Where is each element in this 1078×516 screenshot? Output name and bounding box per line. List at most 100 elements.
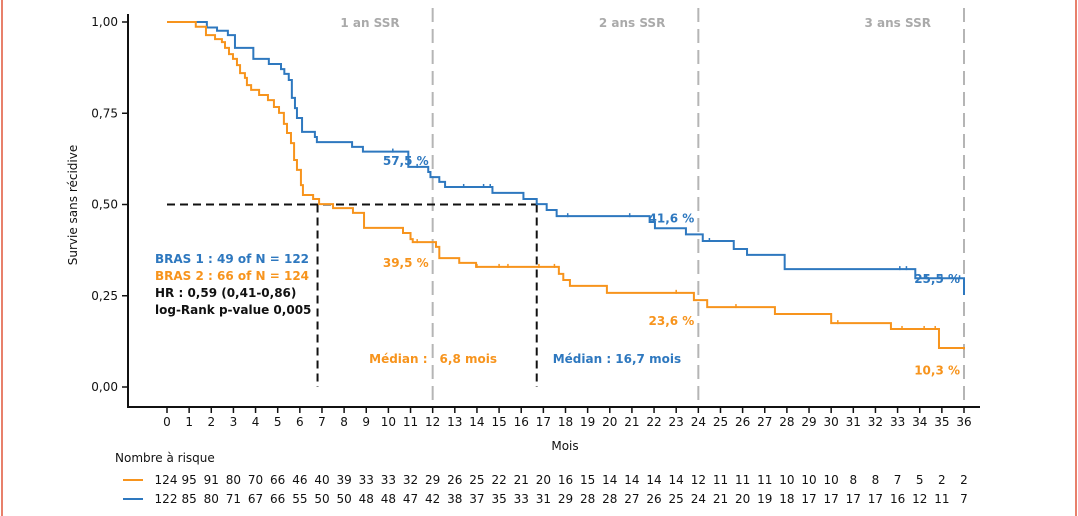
risk-count: 7 bbox=[894, 473, 902, 487]
legend-line: log-Rank p-value 0,005 bbox=[155, 303, 311, 317]
risk-count: 20 bbox=[536, 473, 551, 487]
risk-count: 55 bbox=[292, 492, 307, 506]
x-tick-label: 32 bbox=[868, 415, 883, 429]
x-tick-label: 7 bbox=[318, 415, 326, 429]
x-tick-label: 31 bbox=[846, 415, 861, 429]
risk-count: 29 bbox=[425, 473, 440, 487]
risk-count: 48 bbox=[359, 492, 374, 506]
left-border bbox=[1, 0, 3, 516]
survival-percent-label: 39,5 % bbox=[383, 256, 429, 270]
risk-count: 27 bbox=[624, 492, 639, 506]
risk-count: 11 bbox=[757, 473, 772, 487]
x-tick-label: 23 bbox=[669, 415, 684, 429]
x-axis-title: Mois bbox=[551, 439, 578, 453]
x-tick-label: 25 bbox=[713, 415, 728, 429]
survival-percent-label: 57,5 % bbox=[383, 154, 429, 168]
x-tick-label: 16 bbox=[514, 415, 529, 429]
risk-count: 71 bbox=[226, 492, 241, 506]
risk-count: 17 bbox=[824, 492, 839, 506]
risk-count: 80 bbox=[226, 473, 241, 487]
x-tick-label: 11 bbox=[403, 415, 418, 429]
x-tick-label: 28 bbox=[779, 415, 794, 429]
risk-count: 16 bbox=[890, 492, 905, 506]
risk-count: 15 bbox=[580, 473, 595, 487]
legend-line: BRAS 2 : 66 of N = 124 bbox=[155, 269, 309, 283]
median-label-bras2-value: 6,8 mois bbox=[440, 352, 497, 366]
reference-label: 2 ans SSR bbox=[599, 16, 665, 30]
risk-count: 28 bbox=[602, 492, 617, 506]
risk-count: 50 bbox=[314, 492, 329, 506]
right-border bbox=[1075, 0, 1077, 516]
risk-count: 18 bbox=[779, 492, 794, 506]
risk-count: 33 bbox=[381, 473, 396, 487]
risk-count: 20 bbox=[735, 492, 750, 506]
risk-count: 46 bbox=[292, 473, 307, 487]
risk-count: 8 bbox=[872, 473, 880, 487]
x-tick-label: 0 bbox=[163, 415, 171, 429]
risk-count: 21 bbox=[514, 473, 529, 487]
survival-percent-label: 41,6 % bbox=[649, 211, 695, 225]
risk-count: 12 bbox=[691, 473, 706, 487]
axes: 0,000,250,500,751,000 1 2 3 4 5 6 7 8 9 10 11 12 13 14… bbox=[66, 14, 980, 453]
survival-curve-bras1 bbox=[167, 21, 965, 296]
x-tick-label: 33 bbox=[890, 415, 905, 429]
annotations: 57,5 % 41,6 % 25,5 % 39,5 % 23,6 % 10,3 % Médi… bbox=[155, 154, 960, 377]
x-tick-label: 17 bbox=[536, 415, 551, 429]
risk-count: 33 bbox=[359, 473, 374, 487]
median-label-bras2-prefix: Médian : bbox=[369, 352, 427, 366]
risk-count: 10 bbox=[779, 473, 794, 487]
risk-count: 39 bbox=[336, 473, 351, 487]
risk-count: 22 bbox=[491, 473, 506, 487]
risk-count: 11 bbox=[735, 473, 750, 487]
x-tick-label: 19 bbox=[580, 415, 595, 429]
x-tick-label: 10 bbox=[381, 415, 396, 429]
median-label-bras1: Médian : 16,7 mois bbox=[553, 352, 681, 366]
risk-count: 33 bbox=[514, 492, 529, 506]
risk-table: Nombre à risque 124 95 91 80 70 66 46 40 39 33 33 32… bbox=[115, 451, 968, 506]
risk-count: 5 bbox=[916, 473, 924, 487]
risk-count: 50 bbox=[336, 492, 351, 506]
x-tick-label: 27 bbox=[757, 415, 772, 429]
x-tick-label: 2 bbox=[207, 415, 215, 429]
risk-count: 11 bbox=[713, 473, 728, 487]
risk-count: 16 bbox=[558, 473, 573, 487]
risk-count: 122 bbox=[155, 492, 178, 506]
risk-count: 85 bbox=[181, 492, 196, 506]
risk-count: 11 bbox=[934, 492, 949, 506]
risk-count: 29 bbox=[558, 492, 573, 506]
risk-count: 37 bbox=[469, 492, 484, 506]
x-tick-label: 9 bbox=[362, 415, 370, 429]
risk-count: 17 bbox=[801, 492, 816, 506]
risk-count: 25 bbox=[469, 473, 484, 487]
x-tick-label: 22 bbox=[646, 415, 661, 429]
x-tick-label: 5 bbox=[274, 415, 282, 429]
x-tick-label: 3 bbox=[230, 415, 238, 429]
risk-count: 35 bbox=[491, 492, 506, 506]
risk-count: 26 bbox=[646, 492, 661, 506]
survival-curves bbox=[167, 21, 965, 350]
x-tick-label: 14 bbox=[469, 415, 484, 429]
risk-count: 31 bbox=[536, 492, 551, 506]
x-tick-label: 4 bbox=[252, 415, 260, 429]
risk-count: 2 bbox=[938, 473, 946, 487]
risk-count: 14 bbox=[646, 473, 661, 487]
x-tick-label: 34 bbox=[912, 415, 927, 429]
x-tick-label: 12 bbox=[425, 415, 440, 429]
y-tick-label: 1,00 bbox=[91, 15, 118, 29]
y-axis-title: Survie sans récidive bbox=[66, 145, 80, 266]
risk-count: 70 bbox=[248, 473, 263, 487]
risk-count: 80 bbox=[204, 492, 219, 506]
y-tick-label: 0,50 bbox=[91, 198, 118, 212]
risk-count: 19 bbox=[757, 492, 772, 506]
risk-count: 124 bbox=[155, 473, 178, 487]
survival-curve-bras2 bbox=[167, 21, 965, 350]
risk-count: 14 bbox=[602, 473, 617, 487]
x-tick-label: 24 bbox=[691, 415, 706, 429]
risk-count: 66 bbox=[270, 473, 285, 487]
risk-count: 8 bbox=[849, 473, 857, 487]
risk-count: 47 bbox=[403, 492, 418, 506]
risk-count: 95 bbox=[181, 473, 196, 487]
risk-count: 67 bbox=[248, 492, 263, 506]
risk-count: 26 bbox=[447, 473, 462, 487]
